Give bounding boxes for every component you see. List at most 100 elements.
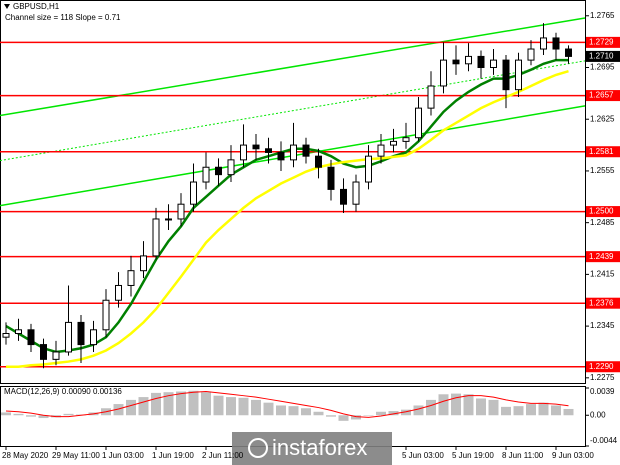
candle-body	[52, 351, 60, 360]
candle-body	[390, 140, 397, 146]
macd-bar	[151, 392, 161, 416]
candle-body	[365, 155, 372, 183]
macd-bar	[201, 392, 211, 416]
macd-bar	[351, 415, 361, 420]
candle-body	[77, 321, 85, 346]
plot-layer	[0, 15, 589, 447]
candle-body	[477, 55, 485, 68]
level-label: 1.2376	[589, 298, 614, 307]
macd-bar	[1, 412, 11, 416]
watermark-logo	[248, 438, 268, 458]
level-label-box	[586, 90, 620, 102]
channel-line	[0, 17, 586, 117]
x-tick-label: 29 May 11:00	[52, 451, 100, 460]
y-tick-label: 1.2765	[590, 11, 615, 20]
watermark: instaforex	[272, 435, 367, 460]
level-label-box	[586, 146, 620, 158]
candle-body	[15, 329, 22, 334]
macd-bar	[476, 398, 486, 416]
candle-body	[377, 144, 385, 157]
candle-body	[140, 255, 147, 272]
y-tick-label: 0.0039	[590, 387, 615, 396]
macd-bar	[138, 397, 149, 416]
macd-bar	[276, 405, 286, 416]
x-tick-label: 1 Jun 19:00	[152, 451, 194, 460]
level-label-box	[586, 36, 620, 48]
macd-bar	[463, 394, 474, 416]
y-tick-label: 1.2485	[590, 218, 615, 227]
candle-body	[165, 218, 172, 221]
macd-bar	[501, 406, 511, 416]
y-tick-label: 1.2345	[590, 321, 615, 330]
candle-body	[340, 188, 347, 205]
candle-body	[102, 299, 110, 331]
candle-body	[252, 144, 260, 150]
level-label: 1.2290	[589, 362, 614, 371]
y-tick-label: 1.2415	[590, 269, 615, 278]
candle-body	[565, 48, 572, 57]
watermark-band	[232, 432, 392, 465]
channel-line	[0, 60, 586, 162]
candle-body	[277, 151, 285, 161]
x-tick-label: 5 Jun 19:00	[452, 451, 494, 460]
candle-body	[427, 85, 435, 109]
candle-body	[327, 166, 335, 190]
macd-bar	[63, 413, 74, 416]
candle-body	[290, 144, 297, 161]
candle-body	[240, 144, 247, 161]
candle-body	[27, 329, 35, 346]
level-label-box	[586, 297, 620, 309]
candle-body	[215, 166, 222, 176]
level-label-box	[586, 361, 620, 373]
candle-body	[2, 332, 10, 338]
macd-bar	[263, 402, 274, 416]
moving-average	[6, 69, 569, 368]
title-icon	[4, 4, 10, 9]
candle-body	[315, 155, 322, 168]
macd-bar	[213, 395, 224, 416]
candle-body	[402, 137, 410, 142]
macd-bar	[38, 415, 49, 419]
y-tick-label: 0.00	[590, 410, 606, 419]
candle-body	[540, 37, 547, 50]
x-tick-label: 2 Jun 11:00	[202, 451, 244, 460]
macd-bar	[26, 415, 36, 417]
y-tick-label: 1.2555	[590, 166, 615, 175]
macd-bar	[538, 402, 549, 416]
candle-body	[465, 55, 472, 65]
macd-bar	[563, 408, 574, 416]
macd-bar	[126, 399, 136, 416]
candle-body	[152, 218, 160, 257]
main-frame	[0, 0, 586, 384]
macd-title: MACD(12,26,9) 0.00090 0.00136	[4, 387, 122, 396]
chart-subtitle: Channel size = 118 Slope = 0.71	[5, 13, 121, 22]
current-price-box	[586, 50, 620, 62]
x-tick-label: 8 Jun 11:00	[502, 451, 544, 460]
candle-body	[527, 48, 535, 61]
macd-bar	[226, 397, 236, 416]
macd-signal	[5, 390, 569, 418]
candle-body	[265, 148, 272, 153]
macd-bar	[238, 397, 249, 416]
candle-body	[65, 321, 72, 353]
candle-body	[115, 284, 122, 301]
macd-bar	[438, 394, 449, 416]
candle-body	[552, 37, 560, 50]
macd-bar	[13, 413, 24, 416]
x-tick-label: 28 May 2020	[2, 451, 49, 460]
macd-bar	[513, 406, 524, 416]
current-price-label: 1.2710	[589, 52, 614, 61]
x-tick-label: 9 Jun 03:00	[552, 451, 594, 460]
macd-bar	[426, 399, 436, 416]
chart-title: GBPUSD,H1	[13, 2, 60, 11]
level-label-box	[586, 251, 620, 263]
macd-bar	[188, 390, 199, 416]
candle-body	[452, 59, 460, 65]
candle-body	[440, 59, 447, 87]
macd-bar	[413, 405, 424, 416]
macd-bar	[301, 408, 311, 416]
macd-bar	[326, 415, 336, 417]
macd-bar	[288, 406, 299, 416]
candle-body	[352, 181, 360, 205]
candle-body	[177, 203, 185, 220]
